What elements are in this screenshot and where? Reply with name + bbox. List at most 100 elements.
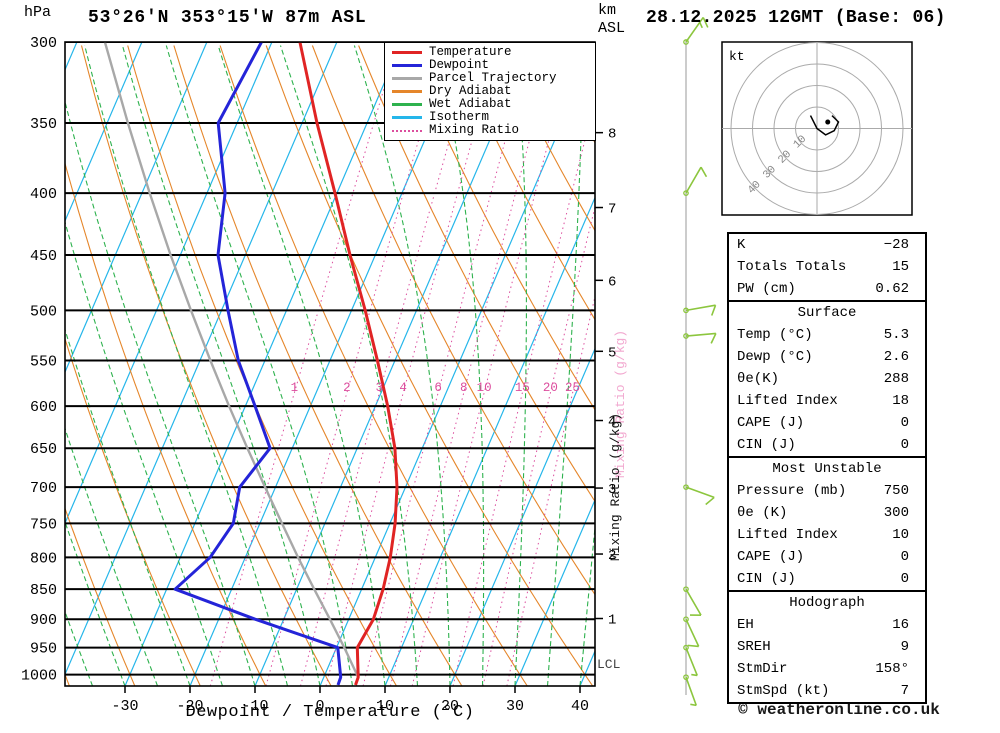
panel-row-label: StmSpd (kt) <box>737 683 830 699</box>
wet-adiabat-line <box>65 220 224 686</box>
station-title: 53°26'N 353°15'W 87m ASL <box>88 8 367 28</box>
dewpoint-curve <box>173 42 343 686</box>
panel-row: Dewp (°C) 2.6 <box>729 346 925 368</box>
wind-barb-feather <box>700 166 708 178</box>
panel-row-label: θe (K) <box>737 505 788 521</box>
panel-row: EH 16 <box>729 614 925 636</box>
legend-label: Wet Adiabat <box>429 97 512 111</box>
pressure-axis-unit: hPa <box>24 4 52 21</box>
panel-row-label: Totals Totals <box>737 259 847 275</box>
legend-swatch-temperature <box>392 51 422 54</box>
wind-barb <box>683 304 717 316</box>
wind-barb-feather <box>705 496 715 506</box>
panel-row-value: 0 <box>900 549 909 565</box>
dry-adiabat-line <box>450 45 595 321</box>
km-tick-label: 8 <box>608 127 616 143</box>
pressure-tick-label: 1000 <box>21 668 57 685</box>
wind-barb-half-feather <box>691 673 698 677</box>
panel-row-label: CAPE (J) <box>737 415 805 431</box>
temp-tick-label: 40 <box>571 698 589 715</box>
legend-item: Temperature <box>392 46 595 59</box>
panel-row-label: Temp (°C) <box>737 327 813 343</box>
panel-row: CAPE (J) 0 <box>729 412 925 434</box>
isotherm-line <box>65 42 273 525</box>
dry-adiabat-line <box>65 506 136 686</box>
panel-row: Lifted Index 10 <box>729 524 925 546</box>
panel-row: θe(K) 288 <box>729 368 925 390</box>
panel-row-value: 7 <box>900 683 909 699</box>
pressure-tick-label: 300 <box>30 35 57 52</box>
wind-barb <box>683 16 709 45</box>
mixing-ratio-value-label: 25 <box>565 381 580 395</box>
panel-row: StmDir 158° <box>729 658 925 680</box>
dry-adiabat-line <box>358 45 595 503</box>
wet-adiabat-line <box>279 45 419 686</box>
mixing-ratio-line <box>300 45 477 686</box>
panel-row-value: 9 <box>900 639 909 655</box>
panel-row-value: 15 <box>892 259 909 275</box>
copyright-text: © weatheronline.co.uk <box>738 701 940 719</box>
temp-tick-label: -20 <box>176 698 203 715</box>
mixing-ratio-value-label: 4 <box>399 381 407 395</box>
panel-row-value: 2.6 <box>883 349 909 365</box>
pressure-tick-label: 650 <box>30 441 57 458</box>
panel-section: K −28 Totals Totals 15 PW (cm) 0.62 <box>729 234 925 300</box>
isotherm-line <box>254 42 533 686</box>
isotherm-line <box>0 42 12 686</box>
temp-tick-label: 10 <box>376 698 394 715</box>
mixing-ratio-value-label: 1 <box>291 381 299 395</box>
mixing-ratio-line <box>389 45 556 686</box>
legend-label: Mixing Ratio <box>429 123 520 137</box>
panel-row-value: 5.3 <box>883 327 909 343</box>
pressure-tick-label: 400 <box>30 186 57 203</box>
km-tick-label: 2 <box>608 548 616 564</box>
mixing-ratio-value-label: 3 <box>376 381 384 395</box>
legend-swatch-wet-adiabat <box>392 103 422 106</box>
mixing-ratio-value-label: 2 <box>343 381 351 395</box>
altitude-axis-unit-asl: ASL <box>598 20 626 37</box>
wet-adiabat-line <box>514 45 527 686</box>
pressure-tick-label: 500 <box>30 303 57 320</box>
panel-row-label: Dewp (°C) <box>737 349 813 365</box>
wind-barb-staff <box>685 676 698 706</box>
panel-row-label: SREH <box>737 639 771 655</box>
dry-adiabat-line <box>127 45 397 686</box>
panel-row-label: Lifted Index <box>737 393 838 409</box>
panel-row: K −28 <box>729 234 925 256</box>
panel-row: Temp (°C) 5.3 <box>729 324 925 346</box>
isotherm-line <box>449 347 595 686</box>
panel-row: StmSpd (kt) 7 <box>729 680 925 702</box>
temp-tick-label: 30 <box>506 698 524 715</box>
panel-row: CAPE (J) 0 <box>729 546 925 568</box>
legend-item: Dry Adiabat <box>392 85 595 98</box>
legend-item: Isotherm <box>392 111 595 124</box>
panel-row-value: 16 <box>892 617 909 633</box>
wet-adiabat-line <box>121 45 321 686</box>
pressure-tick-label: 800 <box>30 550 57 567</box>
lcl-label: LCL <box>597 657 620 672</box>
temp-tick-label: -30 <box>111 698 138 715</box>
hodograph-ring <box>752 63 882 194</box>
temperature-axis-label: Dewpoint / Temperature (°C) <box>185 703 475 722</box>
legend-label: Temperature <box>429 45 512 59</box>
wind-barb-half-feather <box>690 703 697 707</box>
wet-adiabat-line <box>546 45 584 686</box>
panel-row-value: 18 <box>892 393 909 409</box>
wind-barb <box>683 674 698 707</box>
panel-row-value: 0 <box>900 415 909 431</box>
legend-swatch-dewpoint <box>392 64 422 67</box>
wet-adiabat-line <box>0 46 28 687</box>
indices-panel: K −28 Totals Totals 15 PW (cm) 0.62 Surface Tem… <box>727 232 927 704</box>
wind-barb-staff <box>685 486 715 499</box>
panel-row: Pressure (mb) 750 <box>729 480 925 502</box>
legend-item: Wet Adiabat <box>392 98 595 111</box>
panel-section-title: Surface <box>797 305 857 321</box>
panel-row-label: StmDir <box>737 661 788 677</box>
pressure-tick-label: 600 <box>30 399 57 416</box>
dry-adiabat-line <box>173 45 463 686</box>
hodograph-ring <box>795 106 839 151</box>
wind-barb-staff <box>685 166 702 194</box>
panel-section-title: Most Unstable <box>772 461 882 477</box>
pressure-tick-label: 750 <box>30 516 57 533</box>
